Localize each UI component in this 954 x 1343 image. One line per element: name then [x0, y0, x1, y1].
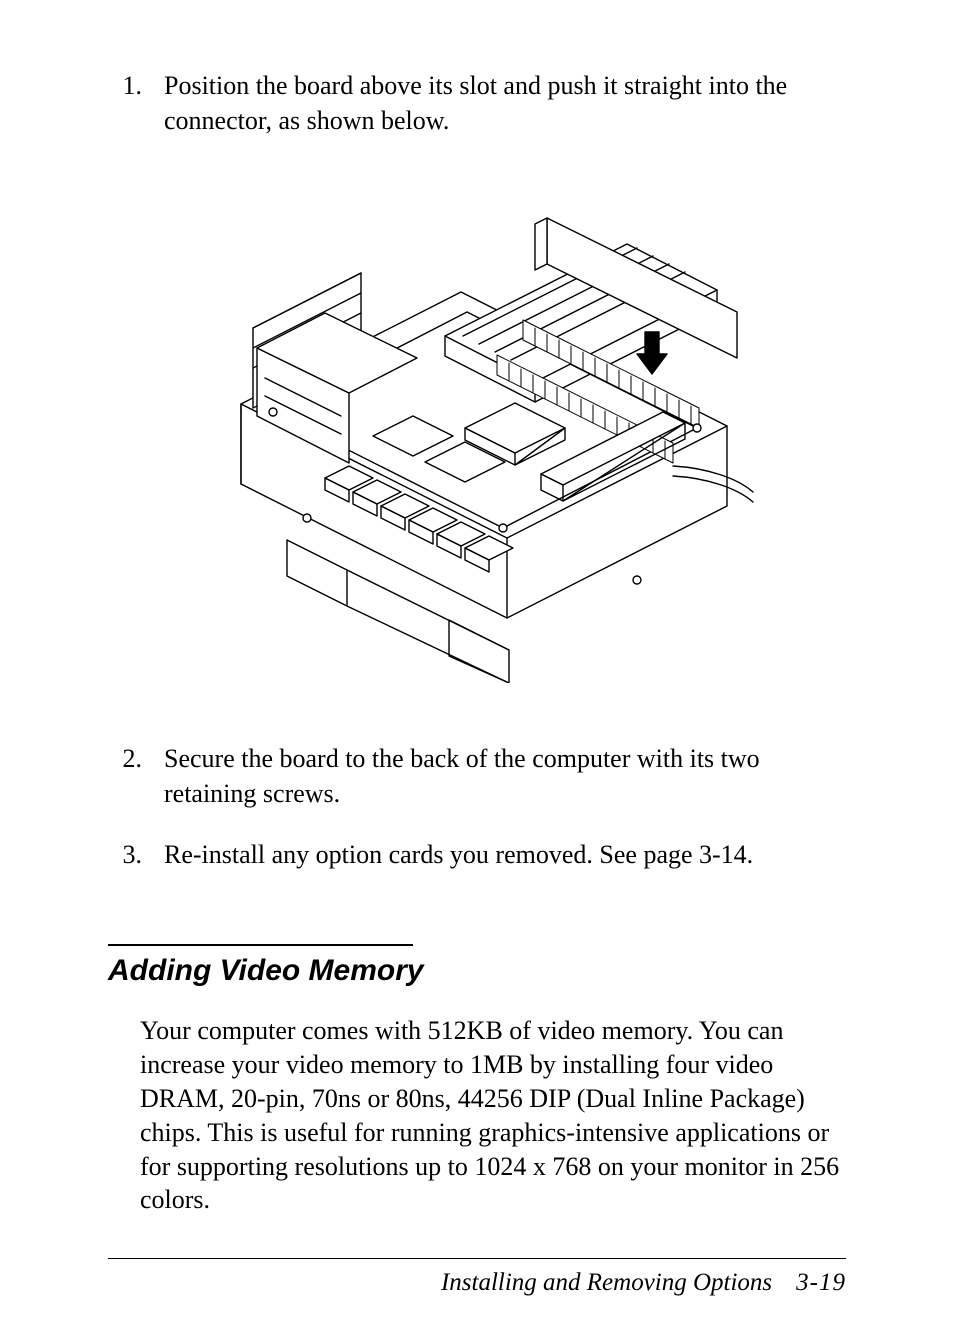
list-text: Re-install any option cards you removed.… [164, 837, 846, 872]
section-heading: Adding Video Memory [108, 954, 846, 988]
footer-chapter-title: Installing and Removing Options [441, 1269, 772, 1297]
list-number: 3. [108, 837, 142, 872]
list-number: 2. [108, 741, 142, 776]
ordered-item-1: 1. Position the board above its slot and… [108, 68, 846, 138]
list-text: Position the board above its slot and pu… [164, 68, 846, 138]
motherboard-illustration [197, 178, 757, 683]
ordered-item-2: 2. Secure the board to the back of the c… [108, 741, 846, 811]
footer-rule [108, 1258, 846, 1259]
ordered-item-3: 3. Re-install any option cards you remov… [108, 837, 846, 872]
page: 1. Position the board above its slot and… [0, 0, 954, 1343]
section-paragraph: Your computer comes with 512KB of video … [108, 1014, 846, 1217]
list-text: Secure the board to the back of the comp… [164, 741, 846, 811]
footer-page-number: 3-19 [796, 1269, 846, 1297]
page-footer: Installing and Removing Options 3-19 [108, 1258, 846, 1297]
section-rule [108, 944, 413, 946]
figure-container [108, 178, 846, 683]
list-number: 1. [108, 68, 142, 103]
